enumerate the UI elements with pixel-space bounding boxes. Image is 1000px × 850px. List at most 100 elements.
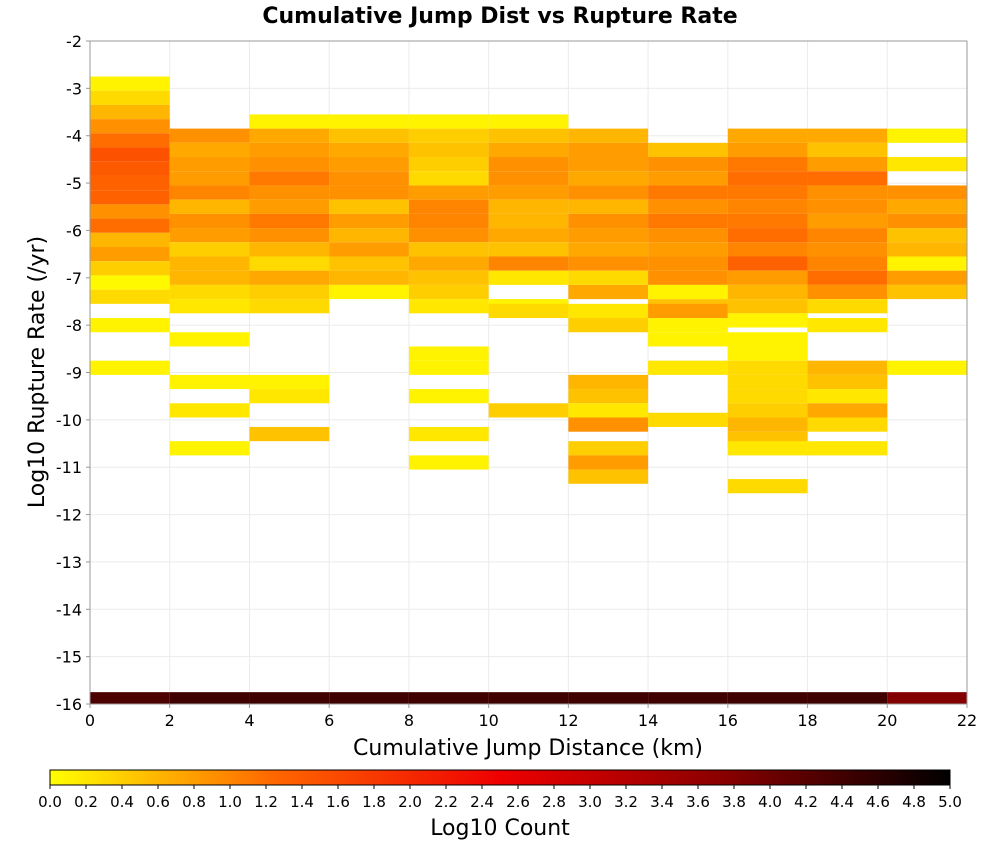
- heatmap-cell: [488, 171, 569, 186]
- heatmap-cell: [408, 142, 489, 158]
- heatmap-cell: [807, 171, 888, 186]
- y-tick-label: -4: [66, 127, 82, 146]
- heatmap-cell: [648, 157, 728, 172]
- heatmap-cell: [408, 360, 489, 375]
- x-tick-label: 20: [877, 711, 897, 730]
- heatmap-cell: [408, 228, 489, 243]
- heatmap-cell: [568, 389, 649, 404]
- heatmap-cell: [90, 175, 170, 191]
- heatmap-cell: [169, 185, 250, 200]
- heatmap-cell: [488, 256, 569, 271]
- heatmap-cell: [887, 157, 967, 172]
- heatmap-cell: [727, 346, 808, 361]
- chart-title: Cumulative Jump Dist vs Rupture Rate: [262, 4, 737, 29]
- colorbar-tick-label: 3.4: [650, 793, 674, 811]
- heatmap-cell: [648, 270, 728, 285]
- x-axis-label: Cumulative Jump Distance (km): [353, 736, 703, 761]
- colorbar-tick-label: 4.8: [902, 793, 926, 811]
- heatmap-cell: [568, 374, 649, 390]
- y-tick-label: -9: [66, 364, 82, 383]
- heatmap-cell: [887, 284, 967, 300]
- heatmap-cell: [807, 270, 888, 285]
- heatmap-cell: [568, 228, 649, 243]
- x-tick-label: 14: [638, 711, 658, 730]
- heatmap-cell: [568, 284, 649, 300]
- heatmap-cell: [169, 332, 250, 347]
- heatmap-cell: [727, 185, 808, 200]
- heatmap-cell: [329, 692, 409, 704]
- heatmap-cell: [807, 256, 888, 271]
- x-tick-label: 6: [324, 711, 334, 730]
- colorbar-tick-label: 2.8: [542, 793, 566, 811]
- heatmap-cell: [648, 171, 728, 186]
- heatmap-cell: [169, 171, 250, 186]
- heatmap-cell: [90, 133, 170, 148]
- heatmap-cell: [488, 157, 569, 172]
- heatmap-cell: [408, 299, 489, 314]
- heatmap-cell: [807, 228, 888, 243]
- heatmap-cell: [568, 403, 649, 418]
- heatmap-cell: [807, 360, 888, 375]
- heatmap-cell: [488, 303, 569, 319]
- heatmap-cell: [648, 284, 728, 300]
- heatmap-cell: [807, 318, 888, 333]
- x-tick-label: 12: [558, 711, 578, 730]
- heatmap-cell: [648, 242, 728, 257]
- heatmap-cell: [249, 389, 330, 404]
- x-tick-label: 4: [244, 711, 254, 730]
- heatmap-cell: [90, 275, 170, 290]
- heatmap-cell: [887, 270, 967, 285]
- heatmap-cell: [169, 142, 250, 158]
- heatmap-cell: [727, 313, 808, 328]
- x-tick-label: 10: [478, 711, 498, 730]
- colorbar-tick-label: 1.6: [326, 793, 350, 811]
- y-tick-label: -12: [56, 506, 82, 525]
- heatmap-cell: [488, 128, 569, 143]
- colorbar-tick-label: 0.6: [146, 793, 170, 811]
- heatmap-cell: [90, 360, 170, 375]
- heatmap-cell: [488, 199, 569, 214]
- colorbar-tick-label: 3.6: [686, 793, 710, 811]
- heatmap-cell: [249, 692, 330, 704]
- heatmap-cell: [249, 256, 330, 271]
- heatmap-cell: [169, 228, 250, 243]
- heatmap-cell: [169, 199, 250, 214]
- heatmap-cell: [408, 692, 489, 704]
- heatmap-cell: [807, 299, 888, 314]
- heatmap-cell: [90, 318, 170, 333]
- heatmap-cell: [249, 157, 330, 172]
- heatmap-cell: [648, 692, 728, 704]
- heatmap-cell: [568, 270, 649, 285]
- heatmap-cell: [169, 256, 250, 271]
- heatmap-cell: [249, 213, 330, 229]
- colorbar: [49, 769, 951, 786]
- heatmap-cell: [807, 242, 888, 257]
- colorbar-tick-label: 2.4: [470, 793, 494, 811]
- heatmap-cell: [727, 199, 808, 214]
- colorbar-tick-label: 4.0: [758, 793, 782, 811]
- heatmap-cell: [329, 142, 409, 158]
- heatmap-cell: [488, 270, 569, 285]
- heatmap-cell: [408, 389, 489, 404]
- heatmap-cell: [408, 242, 489, 257]
- colorbar-tick-label: 2.6: [506, 793, 530, 811]
- heatmap-cell: [249, 142, 330, 158]
- heatmap-cell: [249, 374, 330, 390]
- heatmap-cell: [727, 374, 808, 390]
- heatmap-cell: [648, 303, 728, 319]
- heatmap-cell: [568, 469, 649, 484]
- heatmap-cell: [727, 299, 808, 314]
- heatmap-cell: [727, 284, 808, 300]
- heatmap-cell: [488, 114, 569, 129]
- heatmap-cell: [329, 256, 409, 271]
- heatmap-cells: [90, 76, 967, 704]
- heatmap-cell: [169, 374, 250, 390]
- heatmap-cell: [329, 157, 409, 172]
- heatmap-cell: [488, 692, 569, 704]
- heatmap-cell: [887, 128, 967, 143]
- heatmap-cell: [648, 213, 728, 229]
- heatmap-cell: [568, 441, 649, 456]
- heatmap-cell: [249, 199, 330, 214]
- heatmap-cell: [408, 213, 489, 229]
- heatmap-cell: [90, 692, 170, 704]
